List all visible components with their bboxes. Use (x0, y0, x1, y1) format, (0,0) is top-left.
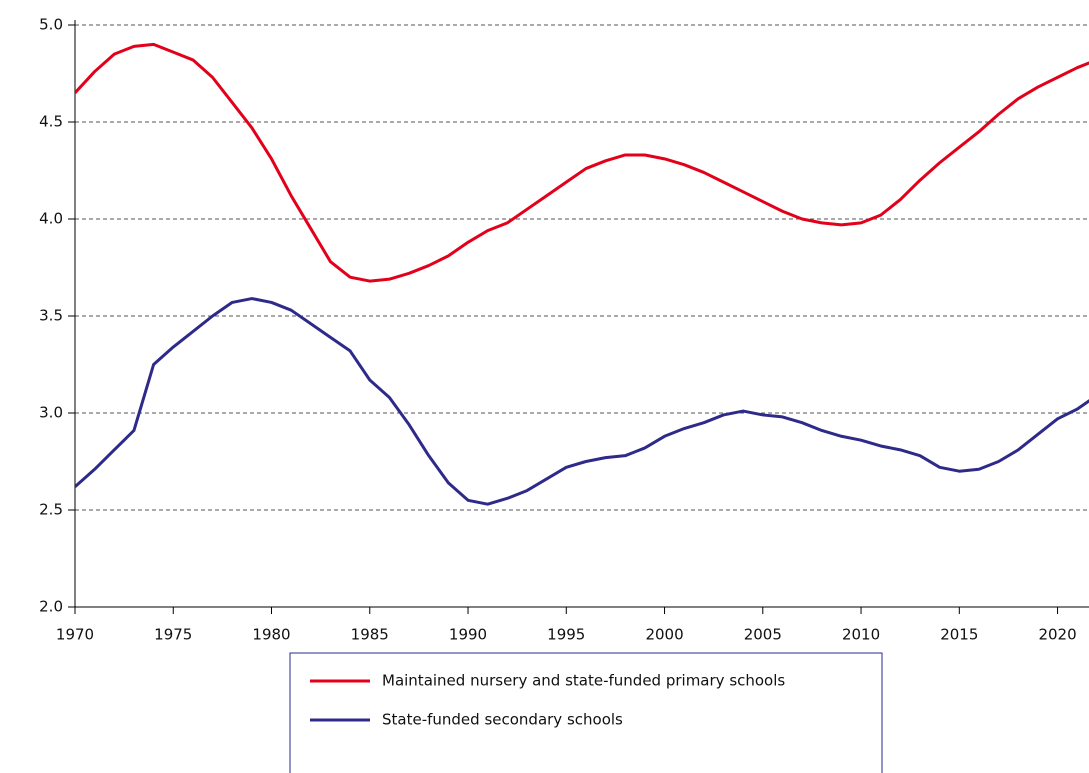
y-tick-label: 4.0 (39, 210, 63, 228)
x-tick-label: 1995 (547, 626, 585, 644)
y-tick-label: 4.5 (39, 113, 63, 131)
x-tick-label: 1970 (56, 626, 94, 644)
x-tick-label: 1975 (154, 626, 192, 644)
x-tick-label: 2000 (645, 626, 683, 644)
legend-label: Maintained nursery and state-funded prim… (382, 672, 785, 690)
y-tick-label: 3.0 (39, 404, 63, 422)
series-line (75, 297, 1089, 506)
x-tick-label: 1990 (449, 626, 487, 644)
y-tick-label: 2.0 (39, 598, 63, 616)
legend-label: State-funded secondary schools (382, 711, 623, 729)
legend-box (289, 652, 883, 773)
x-tick-label: 2020 (1038, 626, 1076, 644)
x-tick-label: 1985 (351, 626, 389, 644)
y-tick-label: 2.5 (39, 501, 63, 519)
x-tick-label: 2015 (940, 626, 978, 644)
x-tick-label: 2005 (744, 626, 782, 644)
series-line (75, 42, 1089, 283)
plot-area (75, 42, 1089, 506)
y-tick-label: 3.5 (39, 307, 63, 325)
x-tick-label: 2010 (842, 626, 880, 644)
x-tick-label: 1980 (252, 626, 290, 644)
y-tick-label: 5.0 (39, 16, 63, 34)
